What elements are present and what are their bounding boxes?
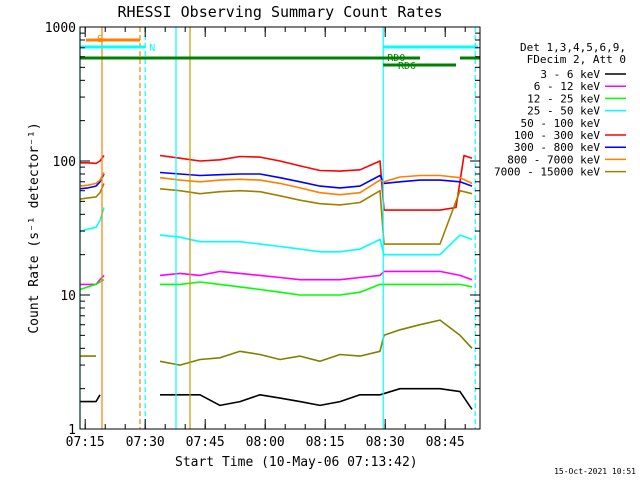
- x-tick-label: 07:30: [126, 435, 165, 450]
- legend-label: 50 - 100 keV: [521, 117, 601, 130]
- series-line-9: [80, 319, 473, 366]
- status-label-s: S: [97, 34, 103, 45]
- series-line-2: [79, 279, 473, 296]
- chart-title: RHESSI Observing Summary Count Rates: [117, 3, 442, 21]
- y-tick-label: 10: [60, 289, 76, 304]
- legend-label: 7000 - 15000 keV: [494, 166, 600, 179]
- legend-label: 6 - 12 keV: [534, 80, 601, 93]
- legend-label: 100 - 300 keV: [514, 129, 600, 142]
- series-line-7: [79, 172, 473, 196]
- series-line-8: [79, 183, 473, 245]
- y-tick-label: 1000: [45, 21, 76, 36]
- plot-frame: [79, 26, 481, 430]
- legend-label: 800 - 7000 keV: [507, 153, 600, 166]
- x-tick-label: 08:30: [366, 435, 405, 450]
- series-line-5: [80, 154, 473, 211]
- legend-header-line: Det 1,3,4,5,6,9,: [520, 41, 626, 54]
- status-label-rd0: RD0: [387, 53, 405, 64]
- x-tick-label: 07:15: [66, 435, 105, 450]
- y-axis-label: Count Rate (s⁻¹ detector⁻¹): [27, 122, 42, 333]
- series-line-0: [80, 387, 473, 410]
- y-tick-label: 100: [53, 155, 76, 170]
- status-label-n: N: [149, 43, 155, 54]
- footer-timestamp: 15-Oct-2021 10:51: [554, 467, 636, 476]
- series-line-3: [79, 207, 473, 256]
- x-tick-label: 08:00: [246, 435, 285, 450]
- legend-label: 12 - 25 keV: [527, 92, 600, 105]
- x-tick-label: 08:45: [426, 435, 465, 450]
- legend-header-line: FDecim 2, Att 0: [527, 53, 626, 66]
- legend-label: 25 - 50 keV: [527, 105, 600, 118]
- x-tick-label: 07:45: [186, 435, 225, 450]
- legend-label: 3 - 6 keV: [540, 68, 600, 81]
- legend-label: 300 - 800 keV: [514, 141, 600, 154]
- y-tick-label: 1: [68, 423, 76, 438]
- x-axis-label: Start Time (10-May-06 07:13:42): [175, 455, 418, 470]
- x-tick-label: 08:15: [306, 435, 345, 450]
